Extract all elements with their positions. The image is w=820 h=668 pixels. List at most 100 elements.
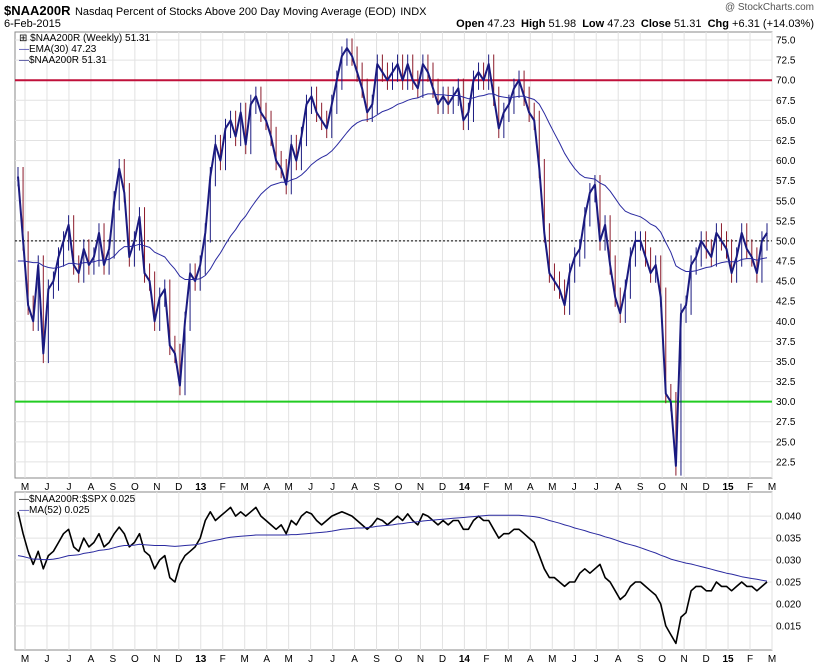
x-tick-label: A xyxy=(263,482,270,493)
low-value: 47.23 xyxy=(607,18,635,30)
x-tick-label: D xyxy=(175,654,182,665)
legend-ratio-text: $NAA200R:$SPX 0.025 xyxy=(29,494,136,505)
legend-ema: —EMA(30) 47.23 xyxy=(19,44,97,55)
x-tick-label: O xyxy=(658,654,666,665)
x-tick-label: M xyxy=(768,654,776,665)
x-tick-label: S xyxy=(110,654,117,665)
x-tick-label: J xyxy=(572,482,577,493)
series-line-lower-1 xyxy=(17,514,768,582)
y-tick-label: 32.5 xyxy=(776,377,796,388)
x-tick-label: A xyxy=(351,482,358,493)
x-tick-label: 15 xyxy=(722,654,734,665)
x-tick-label: N xyxy=(153,654,160,665)
x-tick-label: J xyxy=(66,654,71,665)
x-tick-label: J xyxy=(44,654,49,665)
symbol: $NAA200R xyxy=(4,3,71,18)
x-tick-label: A xyxy=(527,654,534,665)
x-tick-label: F xyxy=(483,482,489,493)
x-tick-label: J xyxy=(44,482,49,493)
x-tick-label: A xyxy=(527,482,534,493)
watermark: @ StockCharts.com xyxy=(724,2,814,13)
x-tick-label: D xyxy=(439,482,446,493)
x-tick-label: O xyxy=(131,654,139,665)
x-tick-label: D xyxy=(702,654,709,665)
y-tick-label: 45.0 xyxy=(776,277,796,288)
y-tick-label: 0.040 xyxy=(776,512,801,523)
y-tick-label: 47.5 xyxy=(776,257,796,268)
x-tick-label: A xyxy=(615,654,622,665)
x-tick-label: 13 xyxy=(195,482,207,493)
x-tick-label: M xyxy=(504,654,512,665)
series-line-main-0 xyxy=(17,47,768,467)
x-tick-label: D xyxy=(439,654,446,665)
chg-value: +6.31 (+14.03%) xyxy=(732,18,814,30)
low-label: Low xyxy=(582,18,605,30)
y-tick-label: 57.5 xyxy=(776,176,796,187)
legend-ma-text: MA(52) 0.025 xyxy=(29,505,90,516)
y-tick-label: 0.020 xyxy=(776,599,801,610)
x-tick-label: A xyxy=(615,482,622,493)
legend-ema-text: EMA(30) 47.23 xyxy=(29,44,97,55)
y-tick-label: 62.5 xyxy=(776,136,796,147)
x-tick-label: S xyxy=(373,654,380,665)
high-label: High xyxy=(521,18,546,30)
x-tick-label: 15 xyxy=(722,482,734,493)
x-tick-label: 13 xyxy=(195,654,207,665)
x-tick-label: M xyxy=(768,482,776,493)
open-label: Open xyxy=(456,18,485,30)
y-tick-label: 27.5 xyxy=(776,417,796,428)
x-tick-label: M xyxy=(21,654,29,665)
x-tick-label: F xyxy=(483,654,489,665)
y-tick-label: 70.0 xyxy=(776,76,796,87)
y-tick-label: 30.0 xyxy=(776,397,796,408)
x-tick-label: J xyxy=(594,482,599,493)
exchange: INDX xyxy=(400,6,427,18)
x-tick-label: F xyxy=(747,482,753,493)
chart-header: $NAA200R Nasdaq Percent of Stocks Above … xyxy=(0,0,820,32)
x-tick-label: S xyxy=(637,654,644,665)
x-tick-label: 14 xyxy=(459,654,471,665)
y-tick-label: 37.5 xyxy=(776,337,796,348)
y-tick-label: 55.0 xyxy=(776,196,796,207)
x-tick-label: O xyxy=(658,482,666,493)
y-tick-label: 0.025 xyxy=(776,577,801,588)
x-tick-label: A xyxy=(351,654,358,665)
lower-legend: —$NAA200R:$SPX 0.025 —MA(52) 0.025 xyxy=(19,494,135,516)
y-tick-label: 35.0 xyxy=(776,357,796,368)
x-tick-label: S xyxy=(637,482,644,493)
legend-ratio: —$NAA200R:$SPX 0.025 xyxy=(19,494,136,505)
y-tick-label: 52.5 xyxy=(776,216,796,227)
x-tick-label: M xyxy=(504,482,512,493)
x-tick-label: M xyxy=(284,482,292,493)
x-tick-label: N xyxy=(681,482,688,493)
x-tick-label: N xyxy=(153,482,160,493)
y-tick-label: 0.035 xyxy=(776,534,801,545)
x-tick-label: F xyxy=(220,482,226,493)
x-tick-label: A xyxy=(263,654,270,665)
y-tick-label: 22.5 xyxy=(776,457,796,468)
close-value: 51.31 xyxy=(673,18,702,30)
x-tick-label: O xyxy=(395,654,403,665)
high-value: 51.98 xyxy=(548,18,577,30)
x-tick-label: A xyxy=(88,482,95,493)
y-tick-label: 25.0 xyxy=(776,437,796,448)
x-tick-label: O xyxy=(131,482,139,493)
x-tick-label: M xyxy=(21,482,29,493)
y-tick-label: 67.5 xyxy=(776,96,796,107)
y-tick-label: 60.0 xyxy=(776,156,796,167)
open-value: 47.23 xyxy=(487,18,515,30)
y-tick-label: 65.0 xyxy=(776,116,796,127)
date: 6-Feb-2015 xyxy=(4,18,61,30)
y-tick-label: 50.0 xyxy=(776,236,796,247)
y-tick-label: 0.015 xyxy=(776,621,801,632)
chg-label: Chg xyxy=(707,18,729,30)
x-tick-label: F xyxy=(747,654,753,665)
legend-close: —$NAA200R 51.31 xyxy=(19,55,107,66)
series-line-lower-0 xyxy=(17,506,768,645)
panel-frame-1 xyxy=(14,491,773,651)
x-tick-label: J xyxy=(308,654,313,665)
legend-price-text: $NAA200R (Weekly) 51.31 xyxy=(30,33,151,44)
ohlc-readout: Open 47.23 High 51.98 Low 47.23 Close 51… xyxy=(456,18,814,30)
x-tick-label: 14 xyxy=(459,482,471,493)
close-label: Close xyxy=(640,18,671,30)
